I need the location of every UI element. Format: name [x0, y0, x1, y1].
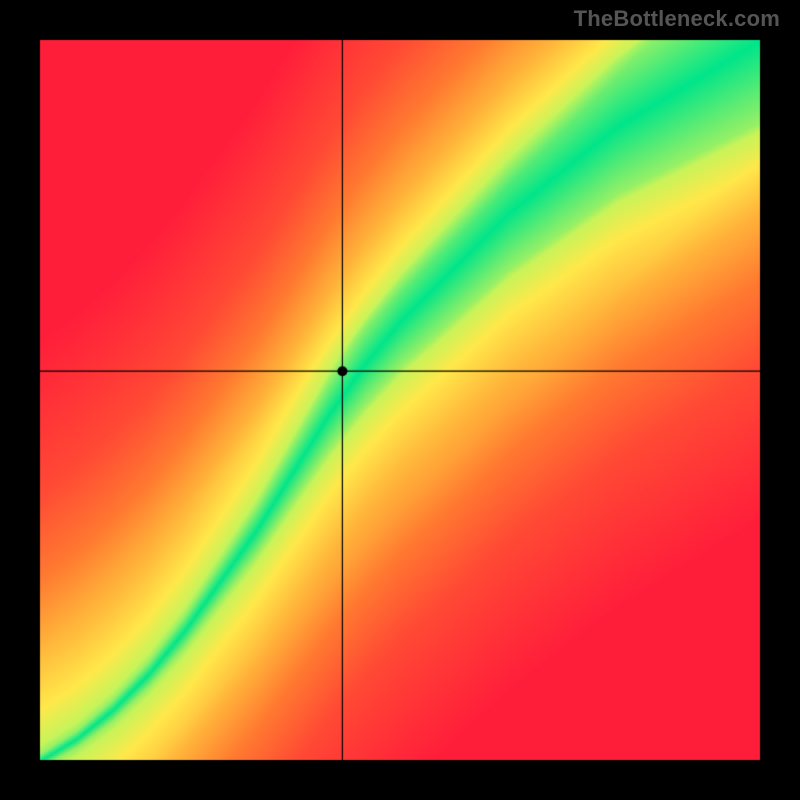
- chart-container: TheBottleneck.com: [0, 0, 800, 800]
- bottleneck-heatmap-canvas: [0, 0, 800, 800]
- watermark-text: TheBottleneck.com: [574, 6, 780, 32]
